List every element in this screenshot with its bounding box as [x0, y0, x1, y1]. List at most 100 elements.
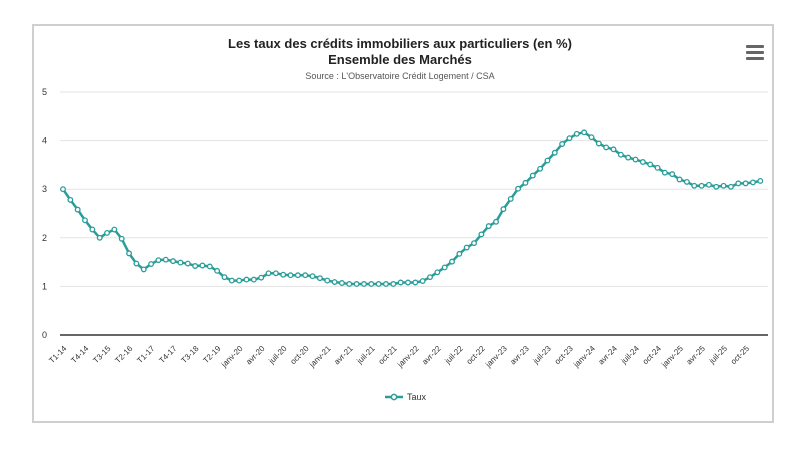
data-point — [757, 177, 764, 184]
x-tick-label: avr-20 — [244, 344, 267, 367]
data-point — [346, 281, 353, 287]
data-point — [573, 130, 580, 137]
x-tick-label: T3-18 — [179, 344, 201, 366]
data-point — [588, 134, 595, 141]
data-point — [522, 179, 529, 186]
x-tick-label: juil-20 — [266, 344, 289, 367]
data-point — [603, 144, 610, 151]
title-line: Les taux des crédits immobiliers aux par… — [228, 36, 572, 51]
data-point — [419, 278, 426, 285]
data-point — [82, 217, 88, 224]
data-point — [316, 275, 323, 282]
data-point — [449, 258, 455, 265]
legend-item-taux[interactable]: Taux — [385, 392, 426, 402]
data-point — [353, 281, 360, 287]
data-point — [405, 279, 411, 286]
data-point — [500, 206, 507, 213]
data-point — [581, 129, 588, 136]
data-point — [162, 256, 169, 263]
data-point — [676, 176, 683, 183]
x-tick-label: T2-16 — [113, 344, 135, 366]
data-point — [294, 272, 301, 279]
data-point — [661, 169, 668, 176]
data-point — [155, 257, 162, 264]
data-point — [265, 270, 272, 277]
x-tick-label: T1-14 — [47, 344, 69, 366]
data-point — [338, 280, 345, 286]
data-point — [104, 229, 110, 236]
data-point — [111, 226, 118, 233]
data-point — [544, 157, 551, 164]
subtitle-line: Ensemble des Marchés — [328, 52, 472, 67]
data-point — [485, 223, 492, 230]
data-point — [140, 266, 147, 273]
data-point — [742, 180, 749, 187]
data-point — [412, 279, 419, 286]
data-point — [713, 183, 720, 190]
x-tick-label: T4-17 — [157, 344, 179, 366]
data-point — [441, 264, 448, 271]
chart-frame — [32, 24, 774, 423]
y-tick-label: 2 — [42, 233, 47, 243]
y-tick-label: 5 — [42, 87, 47, 97]
data-point — [170, 258, 177, 265]
data-point — [595, 140, 602, 147]
data-point — [184, 260, 191, 267]
data-point — [529, 172, 536, 179]
x-tick-label: oct-25 — [729, 344, 751, 366]
x-tick-label: juil-22 — [443, 344, 466, 367]
data-point — [551, 149, 558, 156]
data-point — [280, 271, 287, 278]
data-point — [427, 274, 433, 281]
data-point — [750, 179, 756, 186]
data-point — [478, 231, 485, 238]
data-point — [456, 250, 463, 257]
data-point — [397, 279, 404, 286]
data-point — [434, 269, 441, 276]
y-tick-label: 1 — [42, 281, 47, 291]
data-point — [647, 161, 654, 168]
data-point — [390, 281, 397, 287]
x-tick-label: T4-14 — [69, 344, 91, 366]
x-tick-label: avr-24 — [597, 344, 620, 367]
data-point — [214, 267, 221, 274]
y-tick-label: 0 — [42, 330, 47, 340]
data-point — [698, 182, 705, 189]
data-point — [177, 259, 184, 266]
x-tick-label: avr-22 — [420, 344, 443, 367]
data-point — [559, 141, 566, 147]
data-point — [566, 135, 573, 142]
data-point — [192, 263, 199, 269]
data-point — [610, 146, 617, 153]
data-point — [67, 196, 74, 203]
y-tick-label: 4 — [42, 136, 47, 146]
data-point — [705, 181, 712, 188]
x-tick-label: janv-23 — [483, 344, 509, 370]
data-point — [199, 262, 206, 269]
x-tick-label: T3-15 — [91, 344, 113, 366]
x-tick-label: avr-21 — [332, 344, 355, 367]
chart-source: Source : L'Observatoire Crédit Logement … — [305, 71, 495, 81]
data-point — [258, 274, 265, 281]
x-tick-label: juil-21 — [355, 344, 378, 367]
data-point — [720, 182, 727, 189]
data-point — [243, 276, 250, 283]
data-point — [60, 186, 66, 193]
data-point — [360, 281, 367, 287]
data-point — [324, 277, 331, 284]
data-point — [463, 244, 470, 251]
data-point — [683, 178, 690, 185]
legend-marker — [385, 393, 403, 401]
data-point — [331, 279, 338, 285]
data-point — [221, 274, 228, 281]
x-tick-label: juil-23 — [531, 344, 554, 367]
x-tick-label: janv-25 — [659, 344, 685, 370]
data-point — [669, 171, 676, 178]
data-point — [126, 250, 133, 257]
hamburger-menu-icon[interactable] — [746, 45, 764, 61]
x-tick-label: janv-21 — [307, 344, 333, 370]
data-point — [632, 156, 639, 163]
data-point — [617, 151, 624, 158]
data-point — [148, 261, 155, 267]
